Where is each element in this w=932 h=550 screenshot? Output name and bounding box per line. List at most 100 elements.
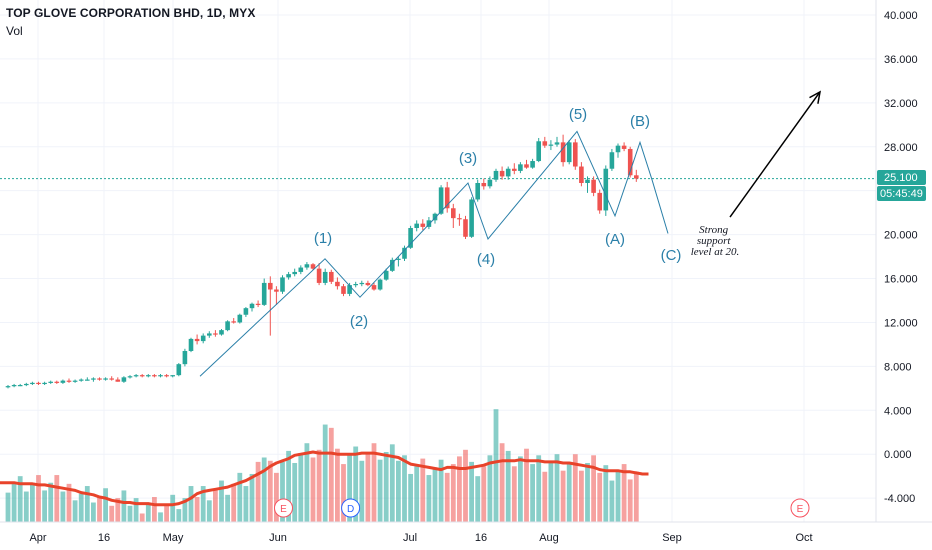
dividend-marker[interactable]: D bbox=[341, 498, 361, 518]
elliott-wave-path[interactable] bbox=[199, 130, 669, 377]
candle-body[interactable] bbox=[530, 161, 535, 168]
candle-body[interactable] bbox=[139, 375, 145, 377]
candle-body[interactable] bbox=[634, 175, 639, 179]
candle-body[interactable] bbox=[121, 377, 127, 382]
candle-body[interactable] bbox=[609, 152, 615, 169]
candle-body[interactable] bbox=[463, 219, 468, 237]
candle-body[interactable] bbox=[170, 375, 175, 377]
candle-body[interactable] bbox=[615, 145, 621, 153]
candle-body[interactable] bbox=[30, 382, 35, 385]
candle-body[interactable] bbox=[560, 142, 566, 163]
candle-body[interactable] bbox=[176, 364, 182, 376]
candle-body[interactable] bbox=[329, 271, 334, 282]
candlestick-series[interactable] bbox=[5, 134, 639, 389]
candle-body[interactable] bbox=[316, 268, 322, 283]
candle-body[interactable] bbox=[207, 333, 212, 336]
candle-body[interactable] bbox=[487, 179, 493, 187]
candle-body[interactable] bbox=[377, 279, 383, 290]
candle-body[interactable] bbox=[298, 267, 304, 272]
candle-body[interactable] bbox=[524, 164, 529, 168]
candle-body[interactable] bbox=[438, 187, 444, 214]
candle-body[interactable] bbox=[353, 284, 358, 286]
candle-body[interactable] bbox=[402, 247, 407, 259]
candle-body[interactable] bbox=[432, 213, 438, 221]
candle-body[interactable] bbox=[146, 375, 151, 377]
candle-body[interactable] bbox=[225, 321, 230, 331]
candle-body[interactable] bbox=[359, 282, 365, 285]
candle-body[interactable] bbox=[365, 282, 371, 286]
candle-body[interactable] bbox=[335, 281, 340, 287]
candle-body[interactable] bbox=[414, 223, 419, 229]
candle-body[interactable] bbox=[518, 164, 523, 171]
candle-body[interactable] bbox=[469, 199, 474, 237]
candle-body[interactable] bbox=[347, 285, 352, 294]
candle-body[interactable] bbox=[152, 375, 157, 377]
candle-body[interactable] bbox=[109, 378, 114, 380]
candle-body[interactable] bbox=[127, 376, 133, 378]
target-arrow[interactable] bbox=[729, 90, 822, 218]
candle-body[interactable] bbox=[54, 381, 60, 383]
candle-body[interactable] bbox=[231, 321, 236, 323]
candle-body[interactable] bbox=[591, 179, 596, 193]
candle-body[interactable] bbox=[512, 168, 517, 171]
candle-body[interactable] bbox=[475, 182, 480, 200]
candle-body[interactable] bbox=[274, 289, 279, 292]
candle-body[interactable] bbox=[292, 271, 297, 275]
candle-body[interactable] bbox=[396, 258, 401, 260]
candle-body[interactable] bbox=[457, 218, 462, 220]
candle-body[interactable] bbox=[579, 166, 584, 183]
candle-body[interactable] bbox=[481, 182, 487, 187]
candle-body[interactable] bbox=[60, 380, 66, 383]
candle-body[interactable] bbox=[133, 375, 139, 377]
candle-body[interactable] bbox=[505, 168, 511, 177]
candle-body[interactable] bbox=[164, 375, 169, 377]
candle-body[interactable] bbox=[237, 314, 243, 323]
candle-body[interactable] bbox=[420, 223, 426, 227]
candle-body[interactable] bbox=[322, 271, 328, 283]
candle-body[interactable] bbox=[286, 274, 291, 278]
candle-body[interactable] bbox=[66, 380, 72, 382]
candle-body[interactable] bbox=[11, 385, 17, 387]
candle-body[interactable] bbox=[219, 330, 224, 335]
candle-body[interactable] bbox=[621, 145, 627, 149]
candle-body[interactable] bbox=[627, 148, 633, 176]
candle-body[interactable] bbox=[451, 208, 456, 219]
price-axis[interactable]: 40.00036.00032.00028.00024.00020.00016.0… bbox=[884, 10, 918, 505]
candle-body[interactable] bbox=[390, 259, 395, 271]
candle-body[interactable] bbox=[91, 378, 96, 380]
candle-body[interactable] bbox=[493, 170, 499, 180]
candle-body[interactable] bbox=[36, 382, 41, 385]
earnings-past-marker[interactable]: E bbox=[274, 498, 293, 518]
candle-body[interactable] bbox=[554, 142, 560, 145]
candle-body[interactable] bbox=[85, 379, 90, 381]
candle-body[interactable] bbox=[280, 277, 285, 292]
symbol-title[interactable]: TOP GLOVE CORPORATION BHD, 1D, MYX bbox=[6, 6, 256, 20]
candle-body[interactable] bbox=[585, 179, 590, 183]
candle-body[interactable] bbox=[182, 350, 188, 365]
candle-body[interactable] bbox=[24, 383, 29, 386]
candle-body[interactable] bbox=[200, 335, 206, 342]
candle-body[interactable] bbox=[499, 170, 505, 177]
candle-body[interactable] bbox=[255, 303, 261, 305]
candle-body[interactable] bbox=[268, 282, 273, 290]
candle-body[interactable] bbox=[103, 378, 108, 380]
candle-body[interactable] bbox=[78, 379, 84, 381]
candle-body[interactable] bbox=[566, 142, 572, 163]
candle-body[interactable] bbox=[383, 270, 389, 280]
candle-body[interactable] bbox=[573, 142, 578, 167]
candle-body[interactable] bbox=[261, 282, 267, 305]
candle-body[interactable] bbox=[48, 381, 53, 383]
candle-body[interactable] bbox=[542, 141, 548, 146]
time-axis[interactable]: Apr 16 May Jun Jul 16 Aug Sep Oct bbox=[29, 532, 812, 544]
earnings-upcoming-marker[interactable]: E bbox=[790, 498, 810, 518]
candle-body[interactable] bbox=[158, 375, 163, 377]
candle-body[interactable] bbox=[194, 338, 200, 342]
candle-body[interactable] bbox=[408, 228, 413, 248]
candle-body[interactable] bbox=[249, 303, 255, 309]
candle-body[interactable] bbox=[97, 378, 102, 380]
candle-body[interactable] bbox=[115, 379, 121, 382]
candle-body[interactable] bbox=[603, 168, 609, 211]
candle-body[interactable] bbox=[444, 187, 450, 209]
volume-indicator-label[interactable]: Vol bbox=[6, 24, 23, 38]
candle-body[interactable] bbox=[597, 192, 602, 211]
